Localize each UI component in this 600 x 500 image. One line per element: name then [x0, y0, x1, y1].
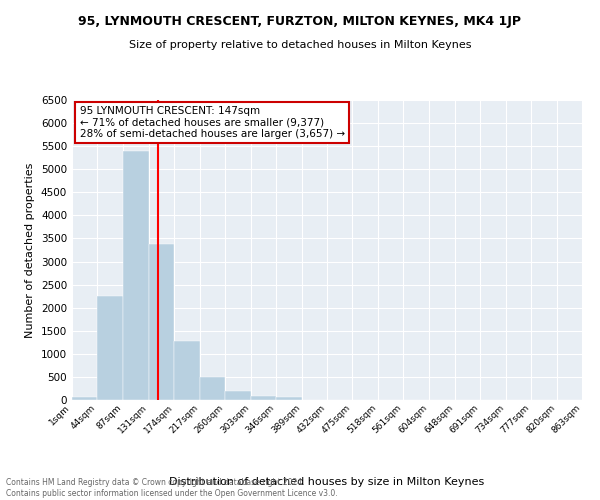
Bar	[123, 151, 149, 400]
Bar	[276, 397, 302, 400]
Text: Size of property relative to detached houses in Milton Keynes: Size of property relative to detached ho…	[129, 40, 471, 50]
X-axis label: Distribution of detached houses by size in Milton Keynes: Distribution of detached houses by size …	[169, 476, 485, 486]
Text: 95 LYNMOUTH CRESCENT: 147sqm
← 71% of detached houses are smaller (9,377)
28% of: 95 LYNMOUTH CRESCENT: 147sqm ← 71% of de…	[80, 106, 345, 139]
Text: 95, LYNMOUTH CRESCENT, FURZTON, MILTON KEYNES, MK4 1JP: 95, LYNMOUTH CRESCENT, FURZTON, MILTON K…	[79, 15, 521, 28]
Text: Contains HM Land Registry data © Crown copyright and database right 2024.
Contai: Contains HM Land Registry data © Crown c…	[6, 478, 338, 498]
Bar	[97, 296, 123, 400]
Bar	[200, 378, 225, 400]
Bar	[225, 391, 251, 400]
Bar	[149, 244, 175, 400]
Bar	[251, 396, 276, 400]
Bar	[175, 341, 200, 400]
Bar	[72, 396, 97, 400]
Y-axis label: Number of detached properties: Number of detached properties	[25, 162, 35, 338]
